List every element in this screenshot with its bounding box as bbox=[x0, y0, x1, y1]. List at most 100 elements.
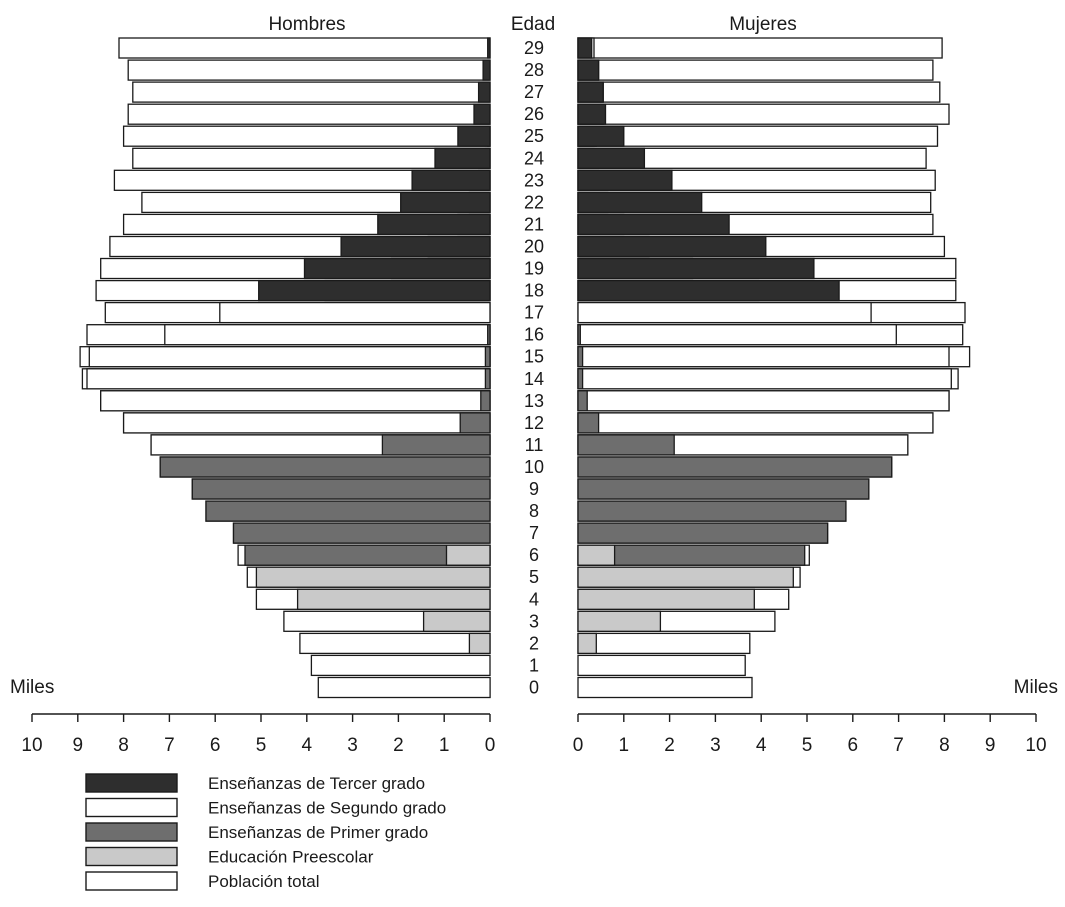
hombres-tercer-bar-age-29 bbox=[487, 37, 491, 59]
hombres-total-bar-age-1 bbox=[310, 654, 491, 677]
right-unit-label: Miles bbox=[1014, 677, 1058, 698]
mujeres-segundo-bar-age-12 bbox=[577, 412, 934, 434]
mujeres-primer-bar-age-15 bbox=[577, 346, 584, 368]
left-tick-label: 0 bbox=[485, 735, 496, 756]
hombres-preescolar-bar-age-6 bbox=[445, 544, 491, 566]
mujeres-primer-bar-age-14 bbox=[577, 368, 584, 390]
legend-swatch-preescolar bbox=[85, 846, 178, 867]
hombres-preescolar-bar-age-4 bbox=[296, 588, 491, 610]
right-tick-label: 0 bbox=[573, 735, 584, 756]
age-label: 18 bbox=[524, 281, 544, 301]
age-label: 26 bbox=[524, 104, 544, 124]
age-label: 12 bbox=[524, 413, 544, 433]
left-tick-label: 3 bbox=[347, 735, 358, 756]
right-tick-label: 9 bbox=[985, 735, 996, 756]
hombres-primer-bar-age-14 bbox=[484, 368, 491, 390]
age-label: 0 bbox=[529, 678, 539, 698]
age-label: 5 bbox=[529, 567, 539, 587]
mujeres-segundo-bar-age-13 bbox=[577, 390, 950, 412]
age-label: 14 bbox=[524, 369, 544, 389]
hombres-segundo-bar-age-14 bbox=[86, 368, 491, 390]
age-label: 4 bbox=[529, 589, 539, 609]
right-tick-label: 2 bbox=[664, 735, 675, 756]
hombres-tercer-bar-age-26 bbox=[473, 103, 491, 125]
mujeres-preescolar-bar-age-6 bbox=[577, 544, 616, 566]
age-label: 6 bbox=[529, 545, 539, 565]
hombres-segundo-bar-age-15 bbox=[88, 346, 491, 368]
hombres-total-bar-age-25 bbox=[122, 125, 491, 147]
mujeres-tercer-bar-age-21 bbox=[577, 213, 730, 236]
mujeres-primer-bar-age-9 bbox=[577, 478, 870, 500]
age-label: 11 bbox=[525, 435, 544, 455]
hombres-primer-bar-age-7 bbox=[232, 522, 491, 544]
hombres-tercer-bar-age-19 bbox=[303, 257, 491, 280]
legend: Enseñanzas de Tercer grado Enseñanzas de … bbox=[85, 773, 446, 891]
hombres-preescolar-bar-age-5 bbox=[255, 566, 491, 588]
hombres-primer-bar-age-9 bbox=[191, 478, 491, 500]
age-label: 7 bbox=[529, 523, 539, 543]
mujeres-tercer-bar-age-29 bbox=[577, 37, 593, 59]
mujeres-primer-bar-age-10 bbox=[577, 456, 893, 478]
mujeres-preescolar-bar-age-4 bbox=[577, 588, 755, 610]
x-axes: 0 0 1 1 2 2 3 3 4 4 5 5 6 6 7 7 8 8 9 9 10 10 bbox=[21, 713, 1047, 756]
mujeres-total-bar-age-27 bbox=[577, 81, 941, 103]
left-tick-label: 9 bbox=[73, 735, 84, 756]
hombres-primer-bar-age-10 bbox=[159, 456, 491, 478]
mujeres-tercer-bar-age-22 bbox=[577, 191, 703, 214]
hombres-total-bar-age-0 bbox=[317, 676, 491, 699]
hombres-preescolar-bar-age-2 bbox=[468, 632, 491, 655]
mujeres-primer-bar-age-7 bbox=[577, 522, 829, 544]
mujeres-tercer-bar-age-19 bbox=[577, 257, 815, 280]
age-label: 20 bbox=[524, 237, 544, 257]
mujeres-total-bar-age-2 bbox=[577, 632, 751, 655]
legend-label-primer: Enseñanzas de Primer grado bbox=[208, 823, 428, 842]
hombres-total-bar-age-2 bbox=[299, 632, 491, 655]
right-tick-label: 10 bbox=[1025, 735, 1046, 756]
hombres-primer-bar-age-12 bbox=[459, 412, 491, 434]
mujeres-primer-bar-age-13 bbox=[577, 390, 588, 412]
left-tick-label: 2 bbox=[393, 735, 404, 756]
age-label: 29 bbox=[524, 38, 544, 58]
age-label: 27 bbox=[524, 82, 544, 102]
mujeres-total-bar-age-26 bbox=[577, 103, 950, 125]
hombres-segundo-bar-age-17 bbox=[219, 301, 491, 324]
hombres-segundo-bar-age-16 bbox=[164, 324, 491, 346]
legend-swatch-segundo bbox=[85, 797, 178, 818]
hombres-total-bar-age-26 bbox=[127, 103, 491, 125]
hombres-total-bar-age-28 bbox=[127, 59, 491, 81]
hombres-segundo-bar-age-13 bbox=[100, 390, 491, 412]
mujeres-total-bar-age-28 bbox=[577, 59, 934, 81]
mujeres-tercer-bar-age-18 bbox=[577, 279, 840, 302]
age-label: 10 bbox=[524, 457, 544, 477]
hombres-tercer-bar-age-28 bbox=[482, 59, 491, 81]
age-label: 17 bbox=[524, 303, 544, 323]
legend-swatch-tercer bbox=[85, 773, 178, 793]
left-tick-label: 4 bbox=[302, 735, 313, 756]
hombres-tercer-bar-age-21 bbox=[377, 213, 491, 236]
hombres-tercer-bar-age-18 bbox=[258, 279, 491, 302]
center-title: Edad bbox=[511, 14, 555, 35]
hombres-primer-bar-age-16 bbox=[487, 324, 491, 346]
left-tick-label: 6 bbox=[210, 735, 221, 756]
legend-label-total: Población total bbox=[208, 872, 320, 891]
age-label: 24 bbox=[524, 148, 544, 168]
hombres-segundo-bar-age-12 bbox=[122, 412, 491, 434]
mujeres-preescolar-bar-age-2 bbox=[577, 632, 597, 655]
right-tick-label: 3 bbox=[710, 735, 721, 756]
right-tick-label: 8 bbox=[939, 735, 950, 756]
legend-label-segundo: Enseñanzas de Segundo grado bbox=[208, 799, 446, 818]
mujeres-preescolar-bar-age-3 bbox=[577, 610, 662, 632]
left-tick-label: 10 bbox=[21, 735, 42, 756]
mujeres-total-bar-age-29 bbox=[577, 37, 943, 59]
right-tick-label: 7 bbox=[893, 735, 904, 756]
left-title: Hombres bbox=[268, 14, 345, 35]
hombres-tercer-bar-age-22 bbox=[400, 191, 491, 214]
right-tick-label: 1 bbox=[619, 735, 630, 756]
hombres-tercer-bar-age-20 bbox=[340, 235, 491, 258]
hombres-total-bar-age-27 bbox=[132, 81, 491, 103]
left-tick-label: 5 bbox=[256, 735, 267, 756]
left-tick-label: 1 bbox=[439, 735, 450, 756]
left-unit-label: Miles bbox=[10, 677, 54, 698]
mujeres-tercer-bar-age-23 bbox=[577, 169, 673, 191]
